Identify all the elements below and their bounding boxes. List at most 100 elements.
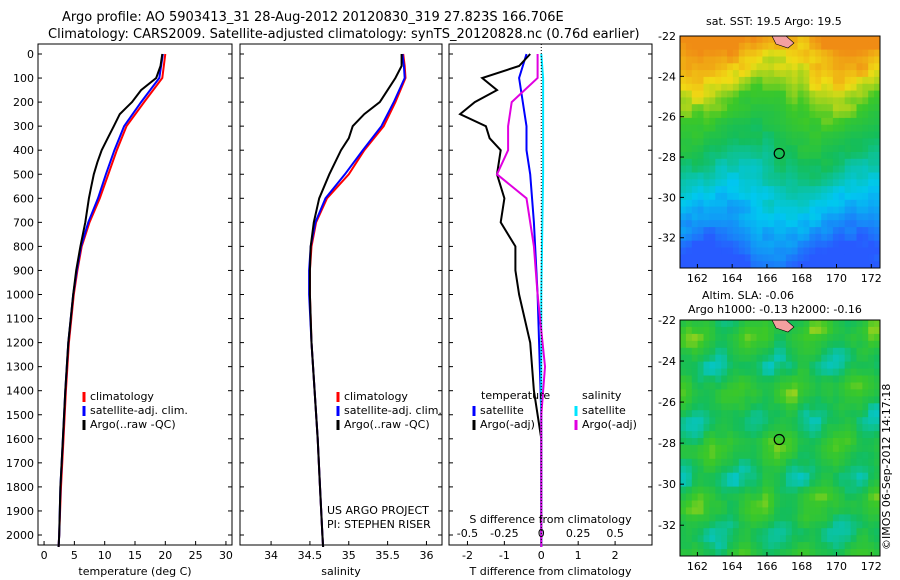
map-cell [762,220,769,228]
map-cell [809,347,816,356]
map-cell [732,233,740,242]
map-cell [721,213,728,221]
map-cell [868,179,875,187]
map-cell [815,549,822,557]
map-cell [721,42,728,51]
map-cell [744,403,752,411]
map-cell [762,514,769,522]
map-cell [756,199,763,208]
map-cell [703,240,710,248]
map-cell [680,542,687,550]
map-cell [697,192,704,201]
map-cell [856,186,863,194]
map-cell [856,179,863,187]
map-cell [874,347,881,356]
map-cell [827,549,834,557]
map-cell [697,417,704,425]
map-cell [797,186,804,194]
map-cell [797,389,804,397]
sst-map [680,35,881,269]
credit: ©IMOS 06-Sep-2012 14:17:18 [880,383,893,550]
map-cell [850,403,857,411]
map-cell [791,417,799,425]
temperature-legend-label: satellite-adj. clim. [90,404,188,417]
map-cell [709,158,716,167]
map-cell [721,479,728,487]
map-cell [780,49,787,57]
map-cell [832,83,840,92]
map-cell [797,49,804,57]
map-cell [750,493,757,501]
sla-map-y-tick-label: -26 [658,396,676,409]
map-cell [827,233,834,242]
map-cell [709,403,716,411]
map-cell [785,49,793,57]
map-cell [744,500,752,508]
map-cell [791,36,799,44]
map-cell [691,500,699,508]
map-cell [691,233,699,242]
map-cell [874,528,881,536]
map-cell [738,63,746,71]
map-cell [874,83,881,92]
map-cell [803,56,810,64]
map-cell [703,542,710,550]
map-cell [715,403,722,411]
map-cell [709,542,716,550]
map-cell [868,347,875,356]
y-tick-label: 0 [27,48,34,61]
map-cell [703,507,710,515]
map-cell [756,247,763,255]
map-cell [691,152,699,160]
map-cell [691,36,699,44]
map-cell [797,90,804,98]
map-cell [832,326,840,335]
map-cell [715,340,722,349]
map-cell [791,444,799,453]
map-cell [762,465,769,474]
map-cell [715,444,722,453]
map-cell [750,227,757,235]
map-cell [774,403,781,411]
map-cell [703,158,710,167]
map-cell [744,438,752,446]
map-cell [815,104,822,112]
map-cell [774,76,781,85]
map-cell [803,361,810,369]
map-cell [797,145,804,153]
map-cell [744,199,752,208]
map-cell [685,354,693,363]
map-cell [756,424,763,432]
map-cell [727,261,734,269]
map-cell [744,220,752,228]
sst-map-title: sat. SST: 19.5 Argo: 19.5 [706,15,842,28]
salinity-legend-label: Argo(..raw -QC) [344,418,430,431]
map-cell [691,347,699,356]
map-cell [862,206,869,214]
map-cell [850,417,857,425]
map-cell [721,261,728,269]
map-cell [709,396,716,404]
map-cell [827,63,834,71]
sla-map-x-tick-label: 170 [826,560,847,573]
map-cell [732,199,740,208]
map-cell [697,465,704,474]
map-cell [862,514,869,522]
map-cell [809,56,816,64]
map-cell [874,165,881,173]
map-cell [856,220,863,228]
map-cell [750,49,757,57]
map-cell [709,465,716,474]
map-cell [744,247,752,255]
temperature-profile-x-tick-label: 20 [158,549,172,562]
map-cell [744,131,752,139]
map-cell [738,124,746,132]
map-cell [691,254,699,262]
map-cell [762,389,769,397]
map-cell [785,240,793,248]
map-cell [685,131,693,139]
map-cell [709,261,716,269]
map-cell [709,199,716,208]
map-cell [703,528,710,536]
map-cell [709,49,716,57]
